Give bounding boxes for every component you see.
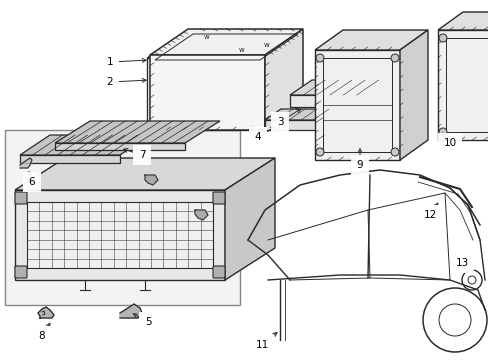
Polygon shape (20, 155, 120, 163)
Circle shape (438, 34, 446, 42)
Polygon shape (150, 29, 303, 55)
Text: 13: 13 (454, 258, 468, 268)
Text: w: w (263, 42, 269, 48)
Text: 8: 8 (39, 331, 45, 341)
Polygon shape (289, 80, 391, 95)
Polygon shape (399, 30, 427, 160)
Text: 6: 6 (29, 177, 35, 187)
Text: 4: 4 (254, 132, 261, 142)
Polygon shape (120, 304, 142, 318)
Polygon shape (15, 190, 224, 280)
Polygon shape (150, 55, 264, 130)
Text: 1: 1 (106, 57, 113, 67)
Circle shape (315, 148, 324, 156)
Text: 5: 5 (144, 317, 151, 327)
Polygon shape (20, 158, 32, 168)
Text: 2: 2 (106, 77, 113, 87)
Polygon shape (264, 109, 340, 120)
Polygon shape (145, 175, 158, 185)
Text: 10: 10 (443, 138, 456, 148)
Polygon shape (15, 158, 274, 190)
Circle shape (315, 54, 324, 62)
Circle shape (390, 148, 398, 156)
FancyBboxPatch shape (213, 266, 224, 278)
Polygon shape (437, 30, 488, 140)
Polygon shape (55, 121, 220, 143)
Polygon shape (38, 307, 54, 318)
Polygon shape (20, 135, 150, 155)
Polygon shape (195, 210, 207, 220)
FancyBboxPatch shape (15, 192, 27, 204)
Circle shape (390, 54, 398, 62)
FancyBboxPatch shape (15, 266, 27, 278)
Polygon shape (264, 120, 325, 130)
Polygon shape (264, 29, 303, 130)
Polygon shape (27, 202, 213, 268)
Circle shape (438, 128, 446, 136)
Polygon shape (224, 158, 274, 280)
Text: w: w (203, 34, 209, 40)
Polygon shape (314, 30, 427, 50)
Bar (5, 130, 240, 305)
Polygon shape (289, 95, 369, 107)
Text: w: w (238, 47, 244, 53)
Polygon shape (55, 143, 184, 150)
Text: 3: 3 (276, 117, 283, 127)
Polygon shape (314, 50, 399, 160)
Text: 9: 9 (356, 160, 363, 170)
Text: 7: 7 (139, 150, 145, 160)
Polygon shape (437, 12, 488, 30)
FancyBboxPatch shape (213, 192, 224, 204)
Text: 12: 12 (423, 210, 436, 220)
Text: 11: 11 (255, 340, 268, 350)
